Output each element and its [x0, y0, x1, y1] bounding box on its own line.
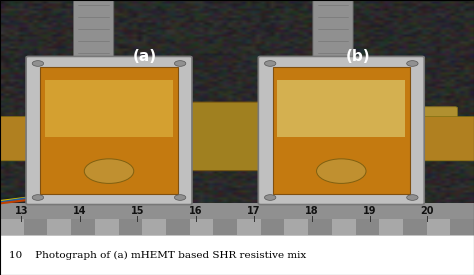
Bar: [277, 80, 405, 137]
Bar: [237, 219, 261, 235]
FancyBboxPatch shape: [73, 0, 114, 59]
Bar: [379, 219, 403, 235]
Text: 10    Photograph of (a) mHEMT based SHR resistive mix: 10 Photograph of (a) mHEMT based SHR res…: [9, 251, 307, 260]
Bar: [261, 219, 284, 235]
Bar: [213, 219, 237, 235]
Text: 20: 20: [420, 206, 433, 216]
Text: (a): (a): [133, 49, 156, 64]
Circle shape: [264, 61, 276, 66]
Circle shape: [407, 195, 418, 200]
FancyBboxPatch shape: [258, 56, 424, 205]
Bar: [450, 219, 474, 235]
Bar: [71, 219, 95, 235]
Bar: [356, 219, 379, 235]
Text: 14: 14: [73, 206, 86, 216]
Bar: [0, 219, 24, 235]
FancyBboxPatch shape: [0, 117, 35, 161]
Circle shape: [174, 61, 186, 66]
Circle shape: [84, 159, 134, 183]
Bar: [273, 67, 410, 194]
Circle shape: [264, 195, 276, 200]
Text: 18: 18: [305, 206, 319, 216]
Circle shape: [317, 159, 366, 183]
Circle shape: [32, 195, 44, 200]
FancyBboxPatch shape: [313, 0, 353, 59]
Bar: [284, 219, 308, 235]
Bar: [47, 219, 71, 235]
Bar: [24, 219, 47, 235]
Text: 16: 16: [189, 206, 202, 216]
FancyBboxPatch shape: [419, 107, 457, 140]
Text: 19: 19: [363, 206, 376, 216]
Bar: [332, 219, 356, 235]
Bar: [403, 219, 427, 235]
Bar: [40, 67, 178, 194]
Bar: [95, 219, 118, 235]
Circle shape: [32, 61, 44, 66]
Bar: [118, 219, 142, 235]
Circle shape: [174, 195, 186, 200]
Bar: [427, 219, 450, 235]
Text: (b): (b): [346, 49, 370, 64]
Text: 15: 15: [131, 206, 144, 216]
Bar: [190, 219, 213, 235]
Bar: [308, 219, 332, 235]
Bar: [45, 80, 173, 137]
Bar: [0, 204, 474, 235]
FancyBboxPatch shape: [187, 107, 225, 140]
FancyBboxPatch shape: [191, 102, 264, 171]
FancyBboxPatch shape: [420, 117, 474, 161]
Text: 13: 13: [15, 206, 28, 216]
Circle shape: [407, 61, 418, 66]
Bar: [142, 219, 166, 235]
Text: 17: 17: [247, 206, 260, 216]
FancyBboxPatch shape: [26, 56, 192, 205]
Bar: [166, 219, 190, 235]
